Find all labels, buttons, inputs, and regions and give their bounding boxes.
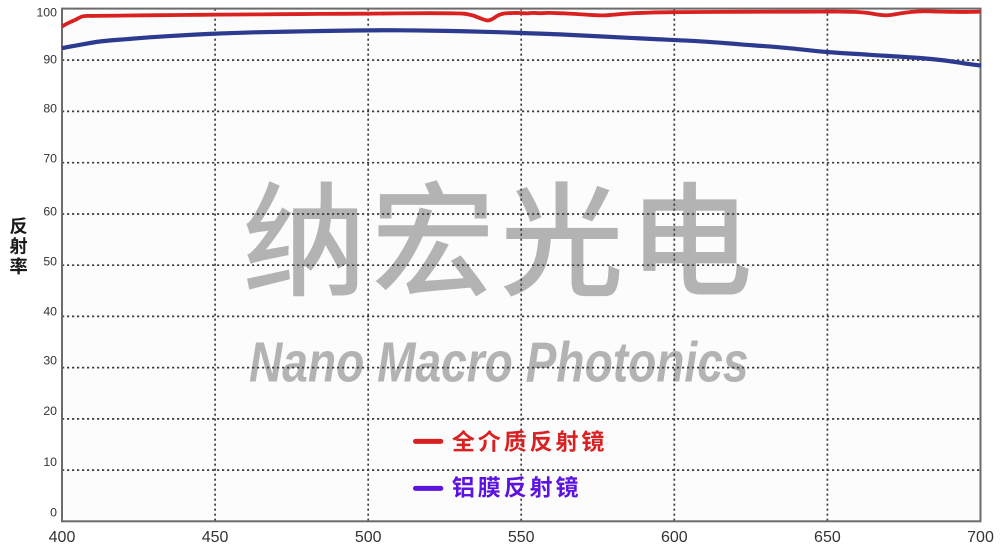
svg-text:50: 50 (43, 254, 57, 268)
svg-text:10: 10 (43, 455, 57, 469)
svg-text:Nano Macro Photonics: Nano Macro Photonics (249, 330, 749, 394)
svg-text:40: 40 (43, 304, 57, 318)
svg-text:30: 30 (43, 353, 57, 367)
svg-text:550: 550 (508, 529, 535, 546)
svg-text:650: 650 (814, 529, 841, 546)
svg-text:20: 20 (43, 404, 57, 418)
svg-text:70: 70 (43, 151, 57, 165)
svg-text:60: 60 (43, 204, 57, 218)
svg-text:90: 90 (43, 52, 57, 66)
svg-text:80: 80 (43, 101, 57, 115)
svg-text:700: 700 (967, 529, 994, 546)
svg-text:600: 600 (661, 529, 688, 546)
svg-text:500: 500 (355, 529, 382, 546)
svg-text:450: 450 (202, 529, 229, 546)
svg-text:400: 400 (49, 529, 76, 546)
svg-text:100: 100 (36, 5, 57, 19)
svg-text:0: 0 (50, 505, 57, 519)
